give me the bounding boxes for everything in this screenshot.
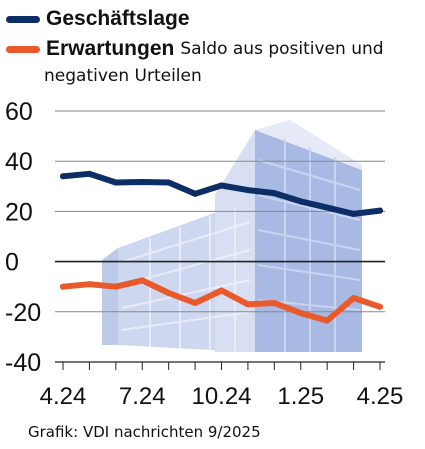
x-axis: 4.24 7.24 10.24 1.25 4.25 [40, 362, 404, 410]
data-point [324, 205, 330, 211]
data-point [377, 208, 383, 214]
data-point [139, 179, 145, 185]
data-point [219, 183, 225, 189]
data-point [351, 295, 357, 301]
y-tick-label: -40 [5, 349, 41, 377]
x-tick-label: 10.24 [191, 383, 251, 410]
data-point [166, 290, 172, 296]
data-point [113, 284, 119, 290]
data-point [298, 310, 304, 316]
data-point [86, 171, 92, 177]
data-point [245, 187, 251, 193]
data-point [377, 304, 383, 310]
x-tick-label: 4.25 [357, 383, 404, 410]
data-point [192, 191, 198, 197]
data-point [113, 180, 119, 186]
data-point [86, 281, 92, 287]
y-tick-label: 20 [5, 198, 33, 226]
data-point [192, 300, 198, 306]
y-tick-label: 40 [5, 148, 33, 176]
data-point [245, 301, 251, 307]
data-point [271, 190, 277, 196]
data-point [60, 284, 66, 290]
data-point [166, 180, 172, 186]
y-tick-label: -20 [5, 299, 41, 327]
data-point [271, 300, 277, 306]
y-tick-label: 60 [5, 98, 33, 126]
x-tick-label: 4.24 [40, 383, 87, 410]
x-tick-label: 1.25 [277, 383, 324, 410]
y-axis: 60 40 20 0 -20 -40 [5, 98, 41, 377]
x-tick-label: 7.24 [119, 383, 166, 410]
data-point [219, 287, 225, 293]
data-point [139, 277, 145, 283]
source-note: Grafik: VDI nachrichten 9/2025 [28, 422, 261, 442]
data-point [60, 173, 66, 179]
data-point [324, 318, 330, 324]
data-point [298, 198, 304, 204]
y-tick-label: 0 [5, 249, 19, 277]
data-point [351, 211, 357, 217]
